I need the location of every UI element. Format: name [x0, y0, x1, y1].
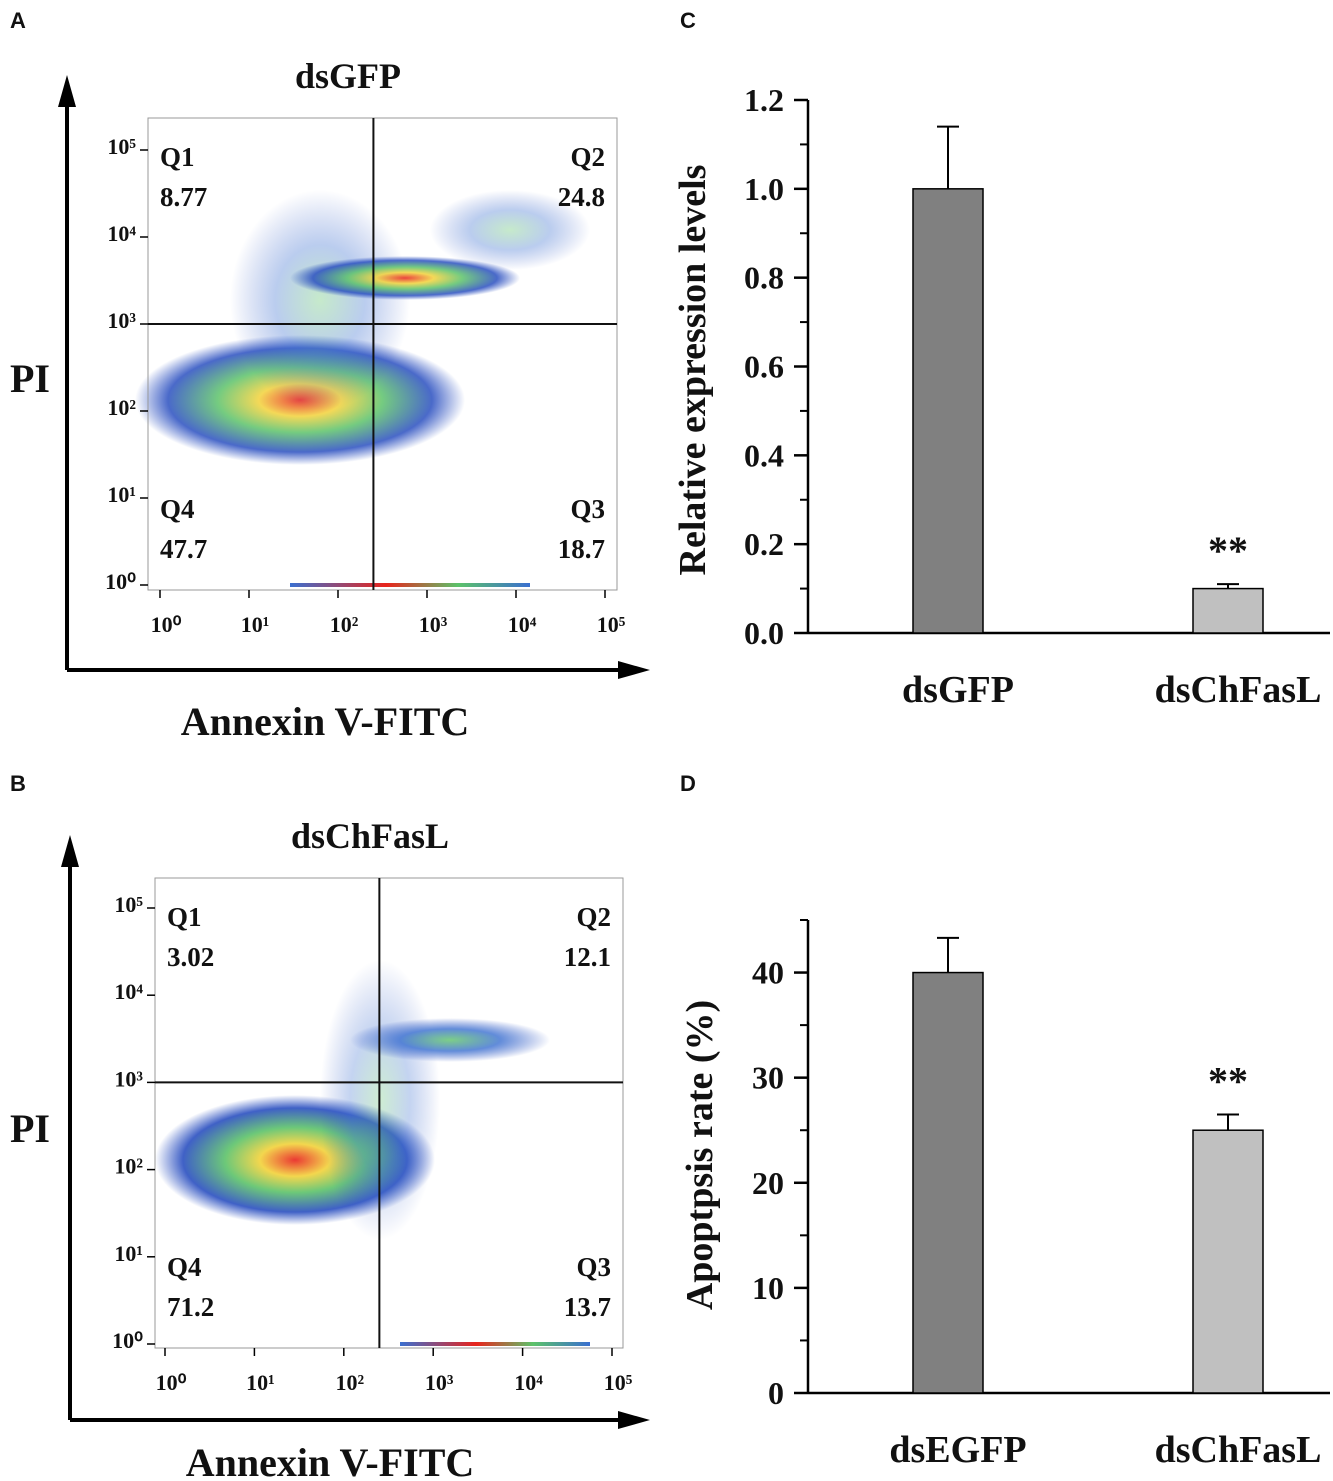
panel-label: B: [10, 771, 26, 796]
x-tick-label: 10⁰: [156, 1370, 187, 1395]
panel-label: C: [680, 8, 696, 33]
y-tick-label: 10⁴: [114, 979, 143, 1004]
density-floor: [400, 1342, 590, 1346]
x-tick-label: 10¹: [241, 612, 270, 637]
y-tick-label: 0.4: [744, 437, 784, 473]
x-tick-label: 10³: [419, 612, 448, 637]
x-tick-label: dsGFP: [902, 669, 1014, 711]
error-bar: [1217, 583, 1239, 589]
panel-label: A: [10, 8, 26, 33]
quadrant-value: 12.1: [564, 942, 611, 972]
x-tick-label: dsChFasL: [1155, 669, 1322, 711]
x-tick-label: 10⁵: [597, 612, 626, 637]
quadrant-name: Q1: [160, 142, 195, 172]
error-bar: [937, 125, 959, 189]
y-tick-label: 10²: [107, 395, 136, 420]
y-axis-label: Apoptpsis rate (%): [679, 1000, 721, 1310]
x-tick-label: 10²: [335, 1370, 364, 1395]
x-tick-label: dsEGFP: [889, 1429, 1026, 1471]
significance: **: [1208, 1058, 1248, 1103]
quadrant-value: 71.2: [167, 1292, 214, 1322]
y-tick-label: 10⁴: [107, 221, 136, 246]
quadrant-value: 24.8: [558, 182, 605, 212]
density-cloud: [350, 1018, 550, 1062]
panel-label: D: [680, 771, 696, 796]
quadrant-name: Q4: [160, 494, 195, 524]
quadrant-value: 8.77: [160, 182, 207, 212]
x-tick-label: 10¹: [246, 1370, 275, 1395]
x-tick-label: 10⁰: [151, 612, 182, 637]
y-axis-label: PI: [10, 1106, 50, 1151]
y-tick-label: 10⁵: [114, 892, 143, 917]
y-tick-label: 0.6: [744, 349, 784, 385]
density-cloud: [290, 256, 520, 300]
axis-arrow: [68, 865, 620, 1422]
x-axis-label: Annexin V-FITC: [181, 699, 470, 744]
error-bar: [937, 936, 959, 973]
quadrant-name: Q3: [576, 1252, 611, 1282]
x-tick-label: 10⁴: [508, 612, 537, 637]
quadrant-value: 18.7: [558, 534, 605, 564]
y-tick-label: 0.8: [744, 260, 784, 296]
y-tick-label: 30: [752, 1060, 784, 1096]
y-tick-label: 0: [768, 1375, 784, 1411]
quadrant-name: Q4: [167, 1252, 202, 1282]
y-axis-label: Relative expression levels: [672, 165, 714, 576]
y-tick-label: 0.2: [744, 526, 784, 562]
y-tick-label: 1.2: [744, 82, 784, 118]
plot-frame: [147, 117, 618, 591]
y-tick-label: 10⁵: [107, 134, 136, 159]
x-tick-label: 10³: [425, 1370, 454, 1395]
x-tick-label: 10⁵: [604, 1370, 633, 1395]
quadrant-name: Q3: [570, 494, 605, 524]
y-tick-label: 10³: [107, 308, 136, 333]
quadrant-name: Q2: [576, 902, 611, 932]
y-tick-label: 20: [752, 1165, 784, 1201]
error-bar: [1217, 1113, 1239, 1131]
plot-title: dsChFasL: [291, 816, 449, 856]
plot-frame: [154, 877, 624, 1349]
x-tick-label: dsChFasL: [1155, 1429, 1322, 1471]
bar: [912, 188, 984, 634]
quadrant-name: Q2: [570, 142, 605, 172]
quadrant-value: 47.7: [160, 534, 207, 564]
density-clouds: [135, 190, 590, 1346]
y-tick-label: 10²: [114, 1154, 143, 1179]
y-tick-label: 1.0: [744, 171, 784, 207]
y-tick-label: 10³: [114, 1066, 143, 1091]
y-tick-label: 10¹: [114, 1241, 143, 1266]
density-floor: [290, 583, 530, 587]
plot-title: dsGFP: [295, 56, 401, 96]
y-tick-label: 10⁰: [105, 569, 136, 594]
bar: [1192, 587, 1264, 634]
quadrant-value: 13.7: [564, 1292, 611, 1322]
y-axis-label: PI: [10, 356, 50, 401]
y-tick-label: 10¹: [107, 482, 136, 507]
density-cloud: [230, 190, 410, 410]
x-tick-label: 10²: [330, 612, 359, 637]
y-tick-label: 10⁰: [112, 1328, 143, 1353]
y-tick-label: 10: [752, 1270, 784, 1306]
x-tick-label: 10⁴: [514, 1370, 543, 1395]
x-axis-label: Annexin V-FITC: [186, 1440, 475, 1481]
significance: **: [1208, 528, 1248, 573]
y-tick-label: 0.0: [744, 615, 784, 651]
quadrant-name: Q1: [167, 902, 202, 932]
quadrant-value: 3.02: [167, 942, 214, 972]
density-cloud: [430, 190, 590, 270]
bar: [1192, 1129, 1264, 1394]
bar: [912, 971, 984, 1394]
axis-arrow: [65, 105, 620, 672]
y-tick-label: 40: [752, 955, 784, 991]
